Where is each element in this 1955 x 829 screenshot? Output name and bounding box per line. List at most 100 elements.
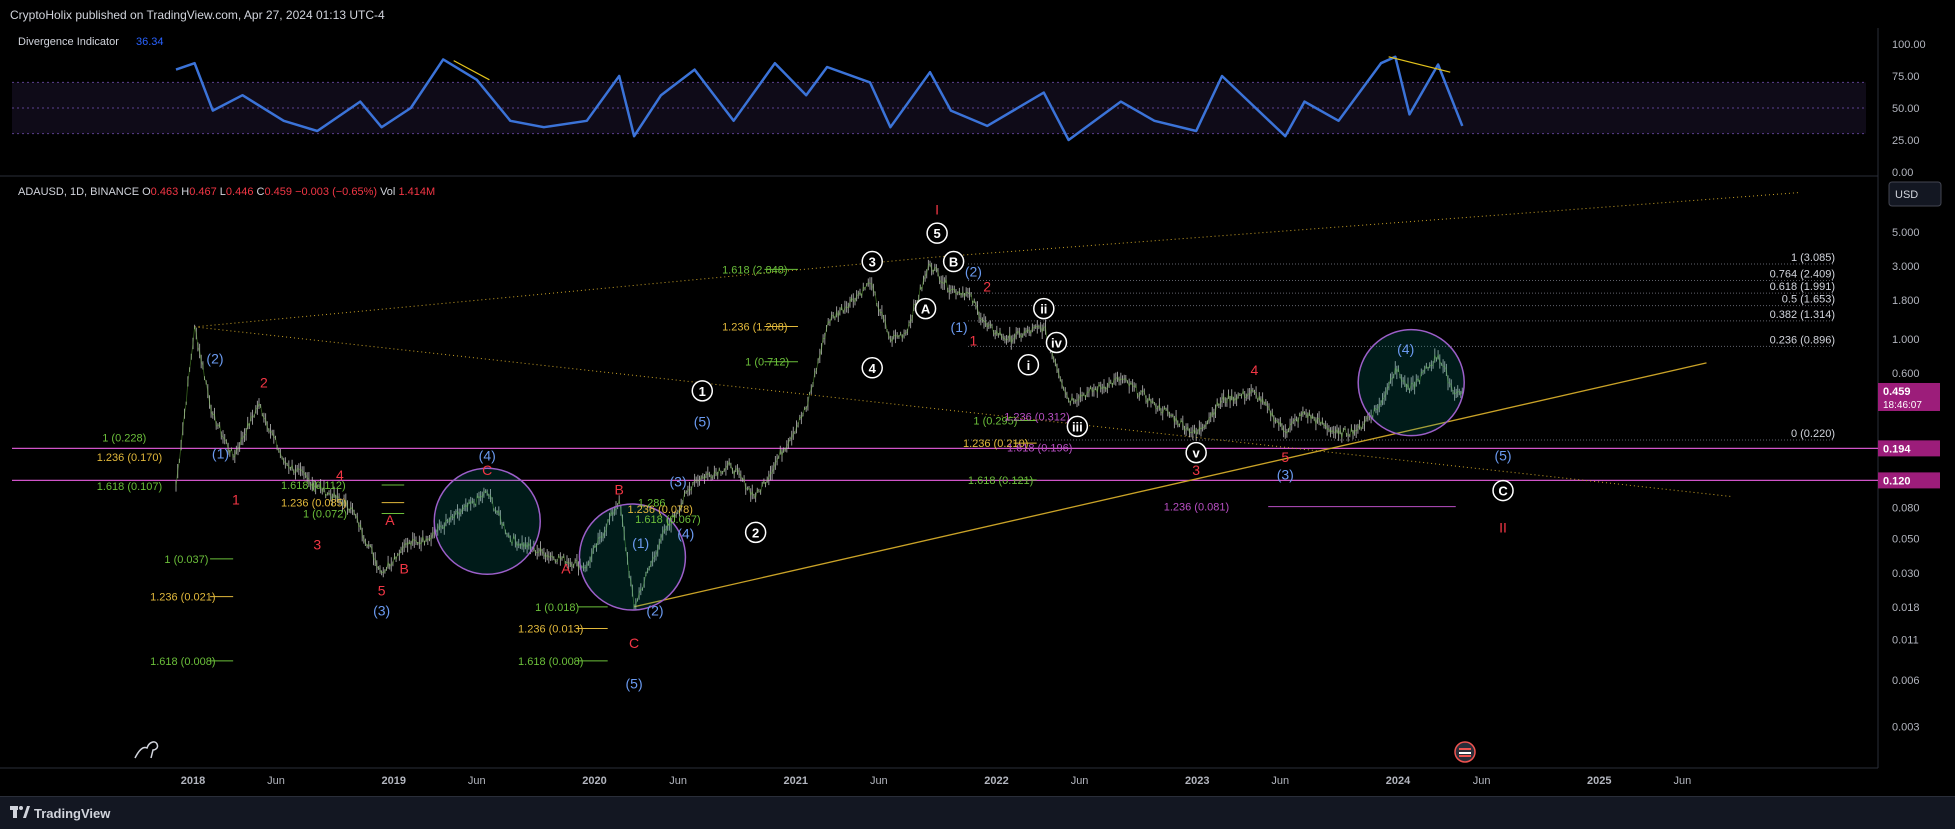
symbol-info-part: ADAUSD, 1D, BINANCE — [18, 186, 142, 198]
price-tick-label: 0.600 — [1892, 368, 1920, 380]
highlight-circle-0 — [433, 467, 541, 576]
wave-label: 4 — [869, 361, 877, 376]
fib-level-label: 0.5 (1.653) — [1782, 294, 1835, 306]
flag-icon[interactable] — [1454, 741, 1476, 763]
time-tick-label: 2019 — [381, 775, 405, 787]
fib-label: 1.236 (0.312) — [1004, 412, 1069, 424]
symbol-info-part: 1.414M — [398, 186, 435, 198]
wave-label: v — [1193, 446, 1201, 461]
wave-label: C — [1498, 484, 1508, 499]
time-tick-label: 2022 — [984, 775, 1008, 787]
indicator-name: Divergence Indicator — [18, 36, 119, 48]
currency-button[interactable]: USD — [1888, 181, 1942, 207]
fib-label: 1.236 (0.085) — [281, 498, 346, 510]
fib-label: 1.236 (0.078) — [627, 504, 692, 516]
chart-canvas[interactable]: 1 (3.085) 0.764 (2.409)0.618 (1.991)0.5 (… — [0, 0, 1955, 796]
rsi-tick-label: 0.00 — [1892, 167, 1913, 179]
wave-label: 4 — [336, 467, 344, 483]
symbol-info-part: Vol — [380, 186, 398, 198]
rsi-divergence-line-1 — [1388, 56, 1451, 73]
wave-circle — [744, 521, 767, 544]
wave-label: (4) — [1397, 341, 1414, 357]
price-badge-1 — [1878, 440, 1940, 457]
price-badge-0 — [1878, 382, 1940, 411]
wave-label: A — [385, 512, 395, 528]
fib-label: 1.618 (2.848) — [722, 264, 787, 276]
wave-label: A — [921, 302, 931, 317]
wave-label: 5 — [934, 226, 941, 241]
fib-label: 1 (0.037) — [164, 554, 208, 566]
symbol-info-part: C — [257, 186, 265, 198]
fib-label: 1 (0.072) — [303, 509, 347, 521]
time-tick-label: 2025 — [1587, 775, 1611, 787]
fib-label: 1.236 (0.013) — [518, 624, 583, 636]
fib-level-label: 1 (3.085) — [1791, 252, 1835, 264]
fib-label: 1 (0.712) — [745, 357, 789, 369]
footer-brand: TradingView — [34, 806, 111, 821]
price-tick-label: 0.003 — [1892, 721, 1920, 733]
fib-label: 1.618 (0.008) — [150, 656, 215, 668]
wave-label: (2) — [206, 350, 223, 366]
mascot-icon — [134, 741, 159, 759]
wave-label: 2 — [752, 525, 759, 540]
time-tick-label: Jun — [267, 775, 285, 787]
fib-label: 1.618 (0.121) — [968, 475, 1033, 487]
wave-circle — [1017, 354, 1040, 376]
wave-circle — [1492, 479, 1514, 502]
fib-label: 1.236 (0.081) — [1164, 502, 1229, 514]
fib-label: 1 (0.018) — [535, 602, 579, 614]
wave-circle — [1185, 441, 1207, 464]
highlight-circle-2 — [1357, 328, 1465, 437]
fib-label: 1.618 (0.196) — [1007, 443, 1072, 455]
footer-bar: TradingView — [0, 796, 1955, 829]
price-line — [175, 262, 1463, 608]
price-tick-label: 5.000 — [1892, 227, 1920, 239]
wave-label: 2 — [260, 375, 268, 391]
rsi-tick-label: 50.00 — [1892, 103, 1920, 115]
fib-label: 1.618 (0.112) — [281, 480, 346, 492]
rsi-tick-label: 75.00 — [1892, 71, 1920, 83]
wave-label: C — [629, 635, 639, 651]
wave-label: iii — [1072, 419, 1083, 434]
wave-label: (5) — [1494, 447, 1511, 463]
fib-label: 1 (0.295) — [973, 415, 1017, 427]
price-badge-value: 0.459 — [1883, 386, 1911, 398]
time-tick-label: 2020 — [582, 775, 606, 787]
time-tick-label: Jun — [870, 775, 888, 787]
rsi-line — [175, 55, 1464, 142]
fib-level-label: 0.382 (1.314) — [1770, 309, 1835, 321]
time-tick-label: 2023 — [1185, 775, 1209, 787]
fib-level-label: 0.618 (1.991) — [1770, 281, 1835, 293]
time-tick-label: Jun — [1673, 775, 1691, 787]
wave-label: C — [482, 462, 492, 478]
wave-label: A — [561, 560, 571, 576]
wave-circle — [914, 297, 937, 320]
symbol-info-part: O — [142, 186, 151, 198]
wave-circle — [926, 222, 948, 244]
price-tick-label: 3.000 — [1892, 261, 1920, 273]
wave-label: (3) — [670, 474, 687, 490]
wave-label: (5) — [626, 675, 643, 691]
rsi-tick-label: 25.00 — [1892, 135, 1920, 147]
price-badge-countdown: 18:46:07 — [1883, 400, 1922, 411]
price-tick-label: 1.000 — [1892, 334, 1920, 346]
time-tick-label: Jun — [1271, 775, 1289, 787]
levels — [12, 192, 1878, 608]
publish-header: CryptoHolix published on TradingView.com… — [0, 0, 1955, 28]
time-tick-label: Jun — [1473, 775, 1491, 787]
fib-label: 1.236 (1.208) — [722, 321, 787, 333]
trend-line-2 — [633, 362, 1707, 608]
price-badge-value: 0.194 — [1883, 443, 1911, 455]
wave-label: 5 — [378, 583, 386, 599]
fib-label: 1.236 (0.210) — [963, 438, 1028, 450]
symbol-info-part: 0.459 — [264, 186, 295, 198]
price-badge-2 — [1878, 472, 1940, 489]
wave-label: (2) — [646, 603, 663, 619]
wave-label: (3) — [1277, 467, 1294, 483]
wave-circle — [1045, 331, 1068, 354]
wave-label: 1 — [699, 384, 706, 399]
time-tick-label: 2018 — [181, 775, 205, 787]
grid — [0, 28, 1879, 769]
wave-label: 1 — [970, 332, 978, 348]
time-tick-label: 2024 — [1386, 775, 1411, 787]
